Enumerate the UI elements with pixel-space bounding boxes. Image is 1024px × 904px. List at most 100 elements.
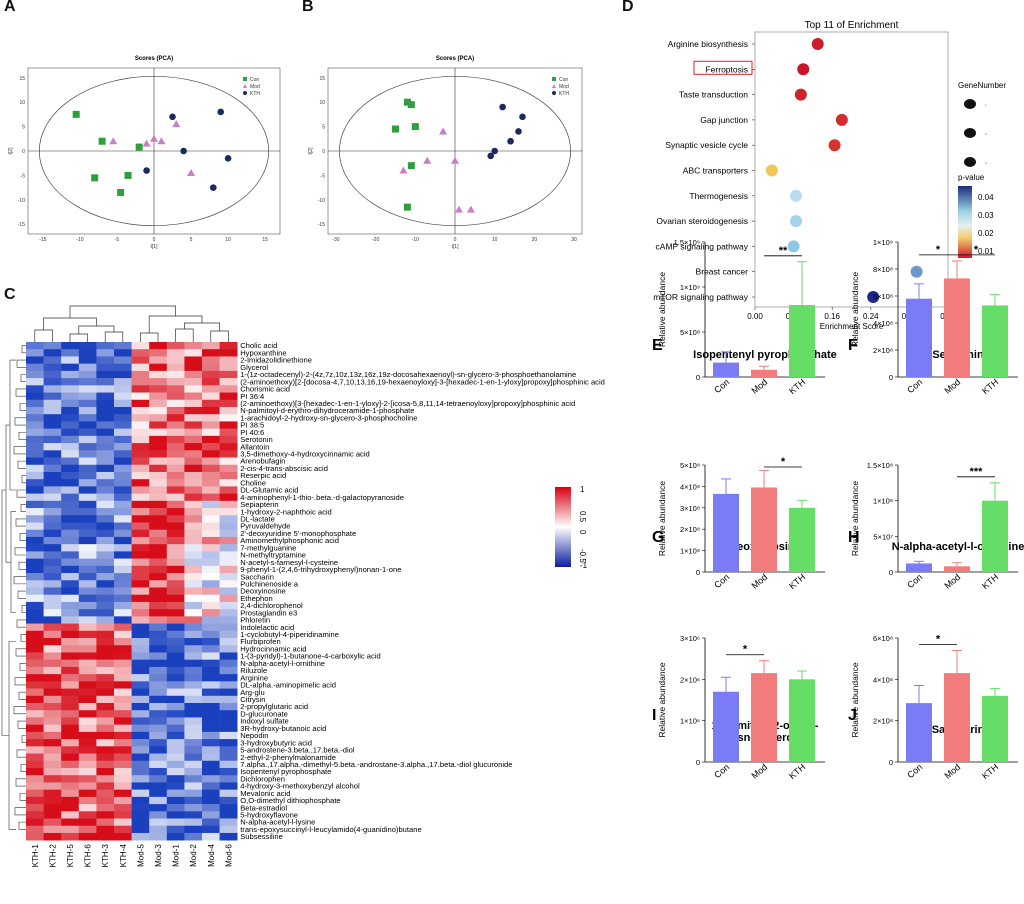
heatmap-cell	[202, 746, 220, 754]
heatmap-cell	[61, 349, 80, 357]
heatmap-cell	[114, 652, 132, 660]
heatmap-cell	[202, 767, 220, 776]
heatmap-cell	[96, 681, 115, 689]
heatmap-cell	[131, 406, 150, 415]
heatmap-cell	[26, 594, 44, 603]
heatmap-cell	[43, 529, 62, 538]
heatmap-cell	[43, 392, 62, 401]
heatmap-row-label: Arg-glu	[240, 688, 264, 697]
heatmap-cell	[202, 363, 220, 372]
heatmap-row-label: PI 36:4	[240, 392, 264, 401]
heatmap-cell	[184, 558, 203, 567]
y-tick-label: -10	[18, 198, 25, 204]
heatmap-cell	[131, 739, 150, 747]
row-dendrogram	[13, 576, 26, 585]
enrichment-title: Top 11 of Enrichment	[805, 20, 899, 31]
score-point-kth	[487, 152, 495, 160]
heatmap-cell	[43, 522, 62, 531]
heatmap-cell	[219, 832, 238, 841]
heatmap-cell	[166, 479, 185, 487]
x-tick-label: -5	[115, 237, 120, 243]
heatmap-cell	[131, 645, 150, 653]
heatmap-cell	[114, 529, 132, 538]
heatmap-cell	[61, 363, 80, 372]
heatmap-cell	[78, 796, 97, 805]
heatmap-cell	[202, 551, 220, 559]
heatmap-cell	[78, 609, 97, 617]
heatmap-cell	[96, 500, 115, 509]
heatmap-cell	[131, 695, 150, 704]
heatmap-cell	[149, 493, 168, 502]
score-point-con	[124, 171, 132, 179]
heatmap-cell	[26, 681, 44, 689]
heatmap-cell	[43, 638, 62, 646]
row-dendrogram	[21, 605, 26, 614]
heatmap-cell	[114, 464, 132, 473]
row-dendrogram	[18, 821, 26, 830]
heatmap-cell	[219, 522, 238, 531]
heatmap-cell	[219, 508, 238, 516]
heatmap-cell	[96, 746, 115, 754]
column-dendrogram	[140, 332, 159, 342]
heatmap-cell	[96, 435, 115, 444]
heatmap-cell	[219, 573, 238, 581]
heatmap-cell	[96, 652, 115, 660]
heatmap-cell	[131, 767, 150, 776]
heatmap-cell	[202, 378, 220, 386]
heatmap-cell	[166, 825, 185, 834]
heatmap-cell	[43, 435, 62, 444]
row-dendrogram	[15, 778, 26, 787]
heatmap-cell	[114, 775, 132, 783]
heatmap-cell	[202, 414, 220, 422]
heatmap-cell	[114, 645, 132, 653]
heatmap-cell	[43, 500, 62, 509]
heatmap-cell	[61, 666, 80, 675]
row-dendrogram	[14, 417, 26, 426]
x-tick-label: Con	[905, 572, 924, 590]
gene-number-swatch	[964, 157, 976, 167]
score-point-kth	[507, 137, 514, 145]
heatmap-cell	[78, 500, 97, 509]
heatmap-cell	[78, 515, 97, 523]
heatmap-cell	[26, 536, 44, 545]
heatmap-cell	[114, 580, 132, 588]
heatmap-cell	[184, 688, 203, 697]
heatmap-cell	[202, 594, 220, 603]
heatmap-row-label: 2'-deoxyuridine 5'-monophosphate	[240, 529, 356, 538]
y-axis-label: Relative abundance	[850, 481, 860, 556]
heatmap-cell	[96, 811, 115, 819]
heatmap-cell	[96, 710, 115, 718]
y-tick-label: 3×10⁸	[680, 504, 700, 513]
heatmap-column-label: KTH-2	[48, 844, 57, 868]
bar-panel: GDeoxyinosine01×10⁸2×10⁸3×10⁸4×10⁸5×10⁸R…	[652, 456, 825, 591]
heatmap-cell	[26, 421, 44, 429]
heatmap-cell	[184, 464, 203, 473]
heatmap-cell	[61, 558, 80, 567]
heatmap-cell	[166, 370, 185, 379]
heatmap-cell	[166, 385, 185, 393]
heatmap-cell	[202, 580, 220, 588]
heatmap-cell	[131, 385, 150, 393]
panel-label-B: B	[302, 0, 314, 15]
heatmap-cell	[61, 479, 80, 487]
heatmap-cell	[149, 457, 168, 466]
heatmap-cell	[43, 414, 62, 422]
heatmap-row-label: Reserpic acid	[240, 471, 286, 480]
heatmap-cell	[131, 601, 150, 610]
heatmap-cell	[184, 414, 203, 422]
heatmap-cell	[149, 349, 168, 357]
row-dendrogram	[18, 561, 26, 570]
heatmap-cell	[114, 623, 132, 632]
x-tick-label: Mod	[749, 377, 769, 396]
row-dendrogram	[17, 720, 26, 729]
heatmap-cell	[149, 392, 168, 401]
score-point-kth	[519, 113, 526, 121]
heatmap-cell	[184, 674, 203, 682]
heatmap-cell	[43, 349, 62, 357]
panel-label-J: J	[848, 707, 857, 724]
heatmap-cell	[166, 529, 185, 538]
heatmap-cell	[131, 666, 150, 675]
y-tick-label: 6×10⁸	[873, 634, 893, 643]
row-dendrogram	[1, 489, 9, 736]
pathway-label: Gap junction	[700, 115, 748, 125]
